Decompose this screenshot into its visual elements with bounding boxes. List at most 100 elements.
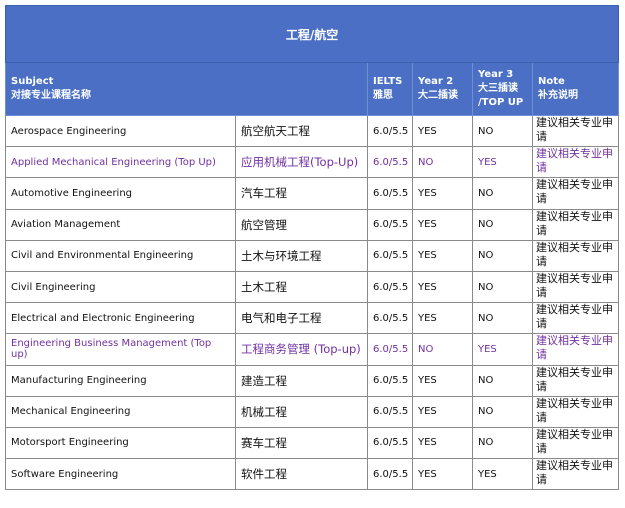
subject-en: Engineering Business Management (Top up) xyxy=(5,333,236,366)
header-line: Subject xyxy=(11,76,54,87)
year2: YES xyxy=(412,270,473,304)
page: 工程/航空 Subject 对接专业课程名称 IELTS 雅思 Year 2 大二插读 Ye… xyxy=(4,5,620,491)
header-line: Note xyxy=(538,76,565,87)
year3: YES xyxy=(472,146,533,179)
table-row: Electrical and Electronic Engineering 电气和… xyxy=(5,302,620,335)
year3: NO xyxy=(472,426,533,460)
note: 建议相关专业申请 xyxy=(531,302,620,335)
year2: YES xyxy=(412,177,473,210)
subject-cn: 航空航天工程 xyxy=(235,114,368,148)
table-row: Manufacturing Engineering 建造工程 6.0/5.5 YES N… xyxy=(5,364,620,397)
year2: YES xyxy=(412,239,473,272)
subject-en: Civil Engineering xyxy=(5,270,236,304)
subject-cn: 土木工程 xyxy=(235,270,368,304)
title-row: 工程/航空 xyxy=(4,5,620,63)
year2: YES xyxy=(412,426,473,460)
note: 建议相关专业申请 xyxy=(531,426,620,460)
note: 建议相关专业申请 xyxy=(531,114,620,148)
header-line: 补充说明 xyxy=(538,90,578,101)
table-row: Applied Mechanical Engineering (Top Up) 应… xyxy=(5,146,620,179)
ielts: 6.0/5.5 xyxy=(367,239,413,272)
subject-cn: 赛车工程 xyxy=(235,426,368,460)
table-row: Civil Engineering 土木工程 6.0/5.5 YES NO 建议相关专业申… xyxy=(5,270,620,304)
year2: YES xyxy=(412,302,473,335)
ielts: 6.0/5.5 xyxy=(367,333,413,366)
subject-cn: 建造工程 xyxy=(235,364,368,397)
table-row: Mechanical Engineering 机械工程 6.0/5.5 YES NO 建议… xyxy=(5,395,620,428)
subject-en: Aerospace Engineering xyxy=(5,114,236,148)
ielts: 6.0/5.5 xyxy=(367,302,413,335)
column-header: Subject 对接专业课程名称 xyxy=(5,62,368,116)
year3: YES xyxy=(472,458,533,491)
column-header: IELTS 雅思 xyxy=(367,62,413,116)
ielts: 6.0/5.5 xyxy=(367,114,413,148)
subject-en: Aviation Management xyxy=(5,208,236,241)
column-header: Note 补充说明 xyxy=(531,62,620,116)
year3: NO xyxy=(472,364,533,397)
subject-cn: 电气和电子工程 xyxy=(235,302,368,335)
table-row: Automotive Engineering 汽车工程 6.0/5.5 YES NO 建议… xyxy=(5,177,620,210)
note: 建议相关专业申请 xyxy=(531,177,620,210)
subject-cn: 软件工程 xyxy=(235,458,368,491)
year2: YES xyxy=(412,395,473,428)
ielts: 6.0/5.5 xyxy=(367,270,413,304)
year3: NO xyxy=(472,270,533,304)
column-header: Year 2 大二插读 xyxy=(412,62,473,116)
year3: NO xyxy=(472,177,533,210)
note: 建议相关专业申请 xyxy=(531,239,620,272)
subject-en: Civil and Environmental Engineering xyxy=(5,239,236,272)
ielts: 6.0/5.5 xyxy=(367,458,413,491)
ielts: 6.0/5.5 xyxy=(367,177,413,210)
subject-cn: 应用机械工程(Top-Up) xyxy=(235,146,368,179)
subject-en: Mechanical Engineering xyxy=(5,395,236,428)
ielts: 6.0/5.5 xyxy=(367,208,413,241)
note: 建议相关专业申请 xyxy=(531,458,620,491)
subject-en: Electrical and Electronic Engineering xyxy=(5,302,236,335)
year3: YES xyxy=(472,333,533,366)
subject-en: Automotive Engineering xyxy=(5,177,236,210)
note: 建议相关专业申请 xyxy=(531,333,620,366)
year2: YES xyxy=(412,458,473,491)
year3: NO xyxy=(472,239,533,272)
ielts: 6.0/5.5 xyxy=(367,364,413,397)
year2: NO xyxy=(412,333,473,366)
column-header: Year 3 大三插读/TOP UP xyxy=(472,62,533,116)
year3: NO xyxy=(472,114,533,148)
year3: NO xyxy=(472,208,533,241)
note: 建议相关专业申请 xyxy=(531,364,620,397)
year2: YES xyxy=(412,208,473,241)
header-line: /TOP UP xyxy=(478,97,524,108)
note: 建议相关专业申请 xyxy=(531,208,620,241)
table-row: Software Engineering 软件工程 6.0/5.5 YES YES 建议相… xyxy=(5,458,620,491)
note: 建议相关专业申请 xyxy=(531,146,620,179)
subject-cn: 土木与环境工程 xyxy=(235,239,368,272)
header-line: Year 3 xyxy=(478,69,514,80)
subject-en: Software Engineering xyxy=(5,458,236,491)
ielts: 6.0/5.5 xyxy=(367,146,413,179)
table-row: Engineering Business Management (Top up)… xyxy=(5,333,620,366)
ielts: 6.0/5.5 xyxy=(367,426,413,460)
header-line: 雅思 xyxy=(373,90,393,101)
header-line: Year 2 xyxy=(418,76,454,87)
note: 建议相关专业申请 xyxy=(531,395,620,428)
subject-cn: 汽车工程 xyxy=(235,177,368,210)
subject-cn: 工程商务管理 (Top-up) xyxy=(235,333,368,366)
table-row: Civil and Environmental Engineering 土木与环境… xyxy=(5,239,620,272)
year3: NO xyxy=(472,395,533,428)
subject-en: Manufacturing Engineering xyxy=(5,364,236,397)
header-line: IELTS xyxy=(373,76,403,87)
note: 建议相关专业申请 xyxy=(531,270,620,304)
table-row: Aviation Management 航空管理 6.0/5.5 YES NO 建议相关专… xyxy=(5,208,620,241)
subject-en: Motorsport Engineering xyxy=(5,426,236,460)
header-line: 对接专业课程名称 xyxy=(11,90,91,101)
header-row: Subject 对接专业课程名称 IELTS 雅思 Year 2 大二插读 Year 3 大三… xyxy=(5,62,620,116)
subject-cn: 航空管理 xyxy=(235,208,368,241)
table-title: 工程/航空 xyxy=(4,5,620,63)
table-row: Motorsport Engineering 赛车工程 6.0/5.5 YES NO 建议… xyxy=(5,426,620,460)
table-row: Aerospace Engineering 航空航天工程 6.0/5.5 YES NO 建… xyxy=(5,114,620,148)
header-line: 大三插读 xyxy=(478,83,518,94)
program-table: 工程/航空 Subject 对接专业课程名称 IELTS 雅思 Year 2 大二插读 Ye… xyxy=(4,5,620,491)
year2: NO xyxy=(412,146,473,179)
subject-en: Applied Mechanical Engineering (Top Up) xyxy=(5,146,236,179)
ielts: 6.0/5.5 xyxy=(367,395,413,428)
